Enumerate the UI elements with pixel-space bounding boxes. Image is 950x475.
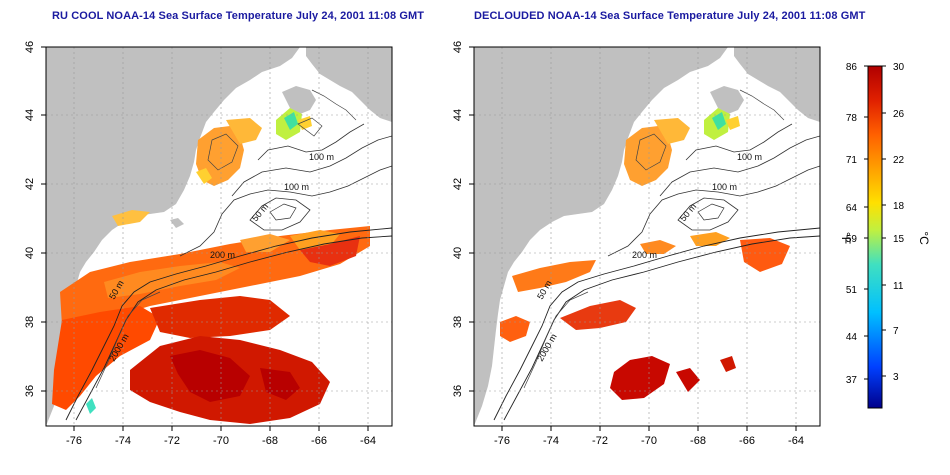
x-tick-label: -70	[641, 435, 657, 447]
x-tick-label: -68	[262, 435, 278, 447]
y-tick-label: 46	[452, 41, 464, 53]
land-mass	[282, 86, 316, 114]
y-tick-label: 46	[24, 41, 36, 53]
y-tick-label: 42	[452, 178, 464, 190]
x-tick-label: -66	[739, 435, 755, 447]
x-tick-label: -76	[66, 435, 82, 447]
contour-label: 100 m	[284, 182, 309, 192]
colorbar-c-tick: 15	[893, 234, 905, 245]
left-sst-map: 100 m 100 m 50 m 200 m 50 m 2000 m -76 -…	[24, 41, 393, 447]
x-tick-label: -64	[788, 435, 804, 447]
x-tick-label: -66	[311, 435, 327, 447]
colorbar-f-tick: 37	[846, 375, 858, 386]
land-mass	[474, 47, 728, 426]
contour-label: 100 m	[309, 152, 334, 162]
colorbar-c-tick: 22	[893, 155, 905, 166]
right-map-title: DECLOUDED NOAA-14 Sea Surface Temperatur…	[474, 10, 866, 22]
land-mass	[710, 86, 744, 114]
land-mass	[170, 218, 184, 228]
x-tick-label: -76	[494, 435, 510, 447]
colorbar-c-tick: 7	[893, 326, 899, 337]
contour-label: 200 m	[210, 250, 235, 260]
y-tick-label: 36	[452, 385, 464, 397]
colorbar-f-tick: 59	[846, 234, 858, 245]
colorbar-f-tick: 51	[846, 285, 858, 296]
colorbar-f-tick: 78	[846, 113, 858, 124]
y-tick-label: 36	[24, 385, 36, 397]
x-tick-label: -74	[543, 435, 559, 447]
x-tick-label: -72	[164, 435, 180, 447]
colorbar-c-tick: 26	[893, 109, 905, 120]
y-tick-label: 40	[452, 247, 464, 259]
y-tick-label: 38	[452, 316, 464, 328]
colorbar-f-tick: 71	[846, 155, 858, 166]
right-sst-map: 100 m 100 m 50 m 200 m 50 m 2000 m -76 -…	[452, 41, 821, 447]
contour-label: 200 m	[632, 250, 657, 260]
colorbar-c-tick: 30	[893, 62, 905, 73]
y-tick-label: 42	[24, 178, 36, 190]
land-mass	[734, 47, 820, 122]
fahrenheit-unit-label: °F	[839, 232, 853, 244]
colorbar-c-tick: 3	[893, 372, 899, 383]
y-tick-label: 44	[452, 109, 464, 121]
y-tick-label: 40	[24, 247, 36, 259]
contour-label: 100 m	[712, 182, 737, 192]
x-tick-label: -68	[690, 435, 706, 447]
celsius-unit-label: °C	[917, 231, 931, 245]
land-mass	[306, 47, 392, 122]
x-tick-label: -70	[213, 435, 229, 447]
colorbar-f-tick: 64	[846, 203, 858, 214]
land-mass	[46, 47, 300, 426]
temperature-colorbar: 86 78 71 64 59 51 44 37 30 26 22 18 15 1…	[839, 62, 931, 409]
colorbar-f-tick: 44	[846, 332, 858, 343]
x-tick-label: -74	[115, 435, 131, 447]
y-tick-label: 38	[24, 316, 36, 328]
y-tick-label: 44	[24, 109, 36, 121]
colorbar-c-tick: 18	[893, 201, 905, 212]
colorbar-gradient	[867, 65, 883, 409]
colorbar-f-tick: 86	[846, 62, 858, 73]
contour-label: 100 m	[737, 152, 762, 162]
x-tick-label: -72	[592, 435, 608, 447]
x-tick-label: -64	[360, 435, 376, 447]
colorbar-c-tick: 11	[893, 281, 904, 292]
left-map-title: RU COOL NOAA-14 Sea Surface Temperature …	[52, 10, 425, 22]
